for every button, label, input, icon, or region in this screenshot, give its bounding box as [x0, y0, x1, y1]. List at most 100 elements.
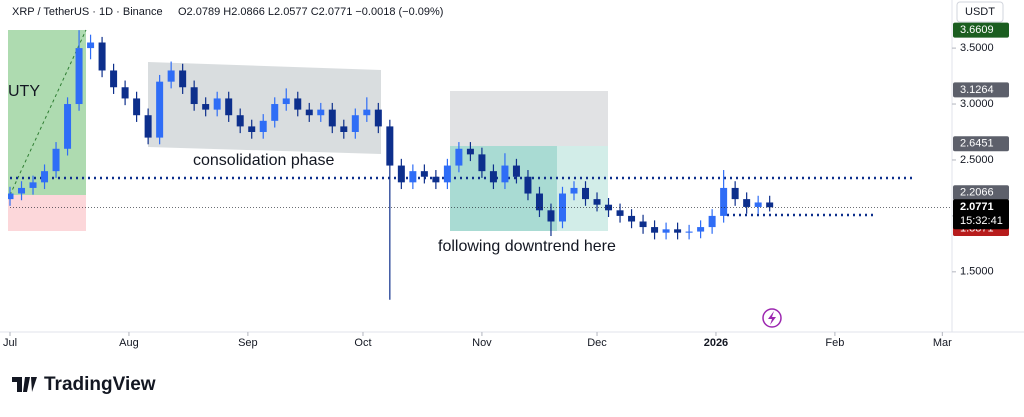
candle-body: [236, 115, 244, 127]
candle-body: [501, 165, 509, 183]
price-tag: [953, 136, 1009, 152]
x-tick-label: Dec: [587, 337, 607, 349]
x-tick-label: Mar: [933, 337, 952, 349]
candle-body: [167, 70, 175, 82]
stop-box: [450, 146, 557, 231]
annotation: following downtrend here: [438, 238, 616, 255]
price-tag-label: 3.6609: [960, 24, 994, 36]
candle-body: [156, 81, 164, 138]
candle-body: [651, 227, 659, 233]
green-zone: [8, 30, 86, 195]
candle-body: [524, 176, 532, 194]
candle-body: [213, 98, 221, 110]
candle-body: [685, 231, 693, 233]
candle-body: [639, 221, 647, 228]
brand-mark: [12, 377, 37, 392]
candle-body: [225, 98, 233, 116]
candle-body: [87, 42, 95, 49]
y-tick-label: 1.5000: [960, 266, 994, 278]
price-tag-label: 2.2066: [960, 187, 994, 199]
candle-body: [386, 126, 394, 166]
candle-body: [144, 115, 152, 138]
candle-body: [466, 148, 474, 155]
candle-body: [317, 109, 325, 116]
candle-body: [340, 126, 348, 132]
candle-body: [179, 70, 187, 88]
x-tick-label: Aug: [119, 337, 139, 349]
candle-body: [75, 48, 83, 105]
price-tag-label: 3.1264: [960, 84, 994, 96]
y-tick-label: 3.0000: [960, 98, 994, 110]
candle-body: [294, 98, 302, 110]
candle-body: [8, 193, 14, 200]
candle-body: [190, 87, 198, 105]
candle-body: [754, 202, 762, 207]
candle-body: [397, 165, 405, 183]
last-price-tag: [953, 199, 1009, 230]
x-tick-label: 2026: [704, 337, 728, 349]
candle-body: [248, 126, 256, 132]
candle-body: [133, 98, 141, 116]
candle-body: [743, 199, 751, 207]
candle-body: [720, 187, 728, 216]
candle-body: [328, 109, 336, 127]
x-tick-label: Sep: [238, 337, 258, 349]
candle-body: [535, 193, 543, 211]
candle-body: [766, 202, 774, 208]
candle-body: [363, 109, 371, 116]
candle-body: [29, 182, 37, 188]
candle-body: [512, 165, 520, 177]
candle-body: [409, 171, 417, 183]
y-tick-label: 3.5000: [960, 42, 994, 54]
x-tick-label: Feb: [825, 337, 844, 349]
candle-body: [121, 87, 129, 99]
candle-body: [697, 227, 705, 232]
candle-body: [455, 148, 463, 166]
candle-body: [674, 229, 682, 233]
price-tag-label: 2.6451: [960, 138, 994, 150]
annotation: consolidation phase: [193, 152, 335, 169]
red-zone: [8, 195, 86, 231]
countdown-label: 15:32:41: [960, 215, 1003, 227]
candle-body: [110, 70, 118, 88]
currency-label: USDT: [965, 6, 995, 18]
candle-body: [202, 104, 210, 110]
candle-body: [489, 171, 497, 183]
symbol-title: XRP / TetherUS · 1D · Binance: [12, 6, 163, 18]
candle-body: [18, 187, 26, 194]
candle-body: [443, 165, 451, 183]
consolidation-box: [148, 62, 381, 154]
price-tag: [953, 185, 1009, 201]
candle-body: [593, 199, 601, 205]
candle-body: [98, 42, 106, 71]
candle-body: [259, 120, 267, 132]
target-box: [450, 91, 608, 146]
candle-body: [374, 109, 382, 127]
candle-body: [605, 204, 613, 211]
candle-body: [64, 104, 72, 149]
price-tag: [953, 82, 1009, 98]
candle-body: [305, 109, 313, 116]
candle-body: [570, 187, 578, 194]
currency-button[interactable]: [956, 1, 1004, 23]
candle-body: [41, 171, 49, 183]
events-bolt: [768, 311, 776, 325]
candles: [8, 30, 774, 300]
candle-body: [351, 115, 359, 132]
x-tick-label: Jul: [3, 337, 17, 349]
candle-body: [731, 187, 739, 200]
candle-body: [478, 154, 486, 172]
candle-body: [547, 210, 555, 222]
ohlc-readout: O2.0789 H2.0866 L2.0577 C2.0771 −0.0018 …: [178, 6, 443, 18]
x-tick-label: Nov: [472, 337, 492, 349]
candle-body: [420, 171, 428, 177]
candle-body: [271, 104, 279, 121]
candle-body: [582, 187, 590, 200]
candle-body: [616, 210, 624, 216]
candle-body: [282, 98, 290, 105]
candle-body: [432, 176, 440, 183]
candle-body: [52, 148, 60, 172]
y-tick-label: 2.5000: [960, 154, 994, 166]
